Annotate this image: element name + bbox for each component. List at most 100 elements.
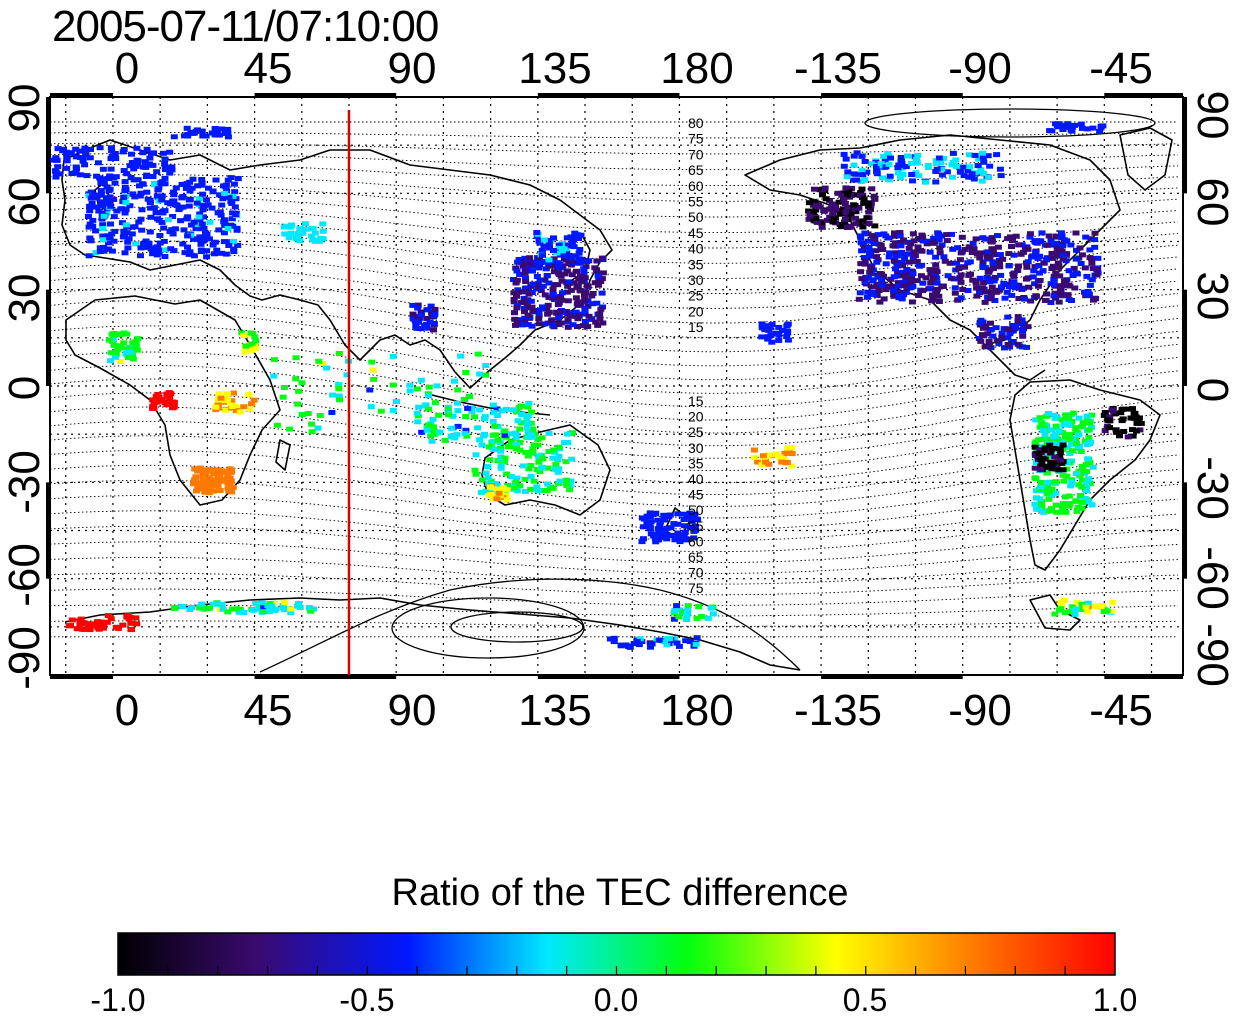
- tec-cell: [231, 189, 239, 195]
- tec-cell: [955, 266, 963, 272]
- tec-cell: [230, 249, 238, 255]
- tec-cell: [97, 188, 105, 194]
- contour-line: [49, 541, 1179, 574]
- tec-cell: [764, 336, 772, 342]
- tec-cell: [899, 172, 907, 177]
- south-contour-mid: [391, 597, 585, 659]
- tec-cell: [691, 511, 699, 517]
- tec-cell: [857, 269, 864, 275]
- tec-cell: [576, 260, 584, 266]
- tec-cell: [580, 266, 588, 272]
- tec-cell: [1035, 451, 1043, 457]
- tec-cell: [914, 152, 922, 158]
- tec-cell: [981, 299, 989, 305]
- tec-cell: [980, 333, 988, 339]
- tec-cell: [1085, 476, 1092, 482]
- tec-cell: [556, 478, 564, 484]
- tec-cell: [1047, 242, 1055, 248]
- tec-cell: [572, 295, 580, 301]
- tec-cell: [870, 234, 878, 240]
- tec-cell: [1091, 230, 1099, 236]
- tec-cell: [475, 407, 483, 413]
- tec-cell: [977, 338, 985, 344]
- tec-cell: [857, 190, 865, 195]
- tec-cell: [494, 437, 502, 443]
- tec-cell: [221, 217, 229, 223]
- tec-cell: [110, 197, 118, 202]
- tec-cell: [1137, 420, 1145, 426]
- contour-line: [49, 620, 1179, 627]
- tec-cell: [885, 177, 893, 183]
- tec-cell: [206, 236, 213, 242]
- tec-cell: [414, 419, 422, 425]
- tec-cell: [1053, 234, 1061, 240]
- tec-cell: [859, 224, 867, 230]
- tec-cell: [513, 268, 521, 274]
- tec-cell: [525, 435, 532, 441]
- tec-cell: [108, 248, 116, 254]
- tec-cell: [885, 254, 893, 260]
- tec-cell: [513, 305, 521, 311]
- tec-cell: [421, 403, 429, 409]
- tec-cell: [903, 267, 911, 272]
- tec-cell: [1047, 237, 1055, 243]
- ruler-bar: [1104, 675, 1183, 679]
- tec-cell: [1056, 449, 1064, 455]
- tec-cell: [541, 277, 549, 283]
- tec-cell: [933, 290, 941, 296]
- tec-cell: [490, 447, 498, 452]
- tec-cell: [557, 309, 564, 314]
- tec-cell: [1086, 459, 1094, 465]
- tec-cell: [758, 334, 766, 340]
- bottom-lon-tick: 135: [518, 686, 592, 735]
- tec-cell: [415, 404, 423, 410]
- tec-cell: [1067, 483, 1075, 489]
- tec-cell: [545, 237, 553, 243]
- tec-cell: [161, 208, 169, 214]
- tec-cell: [569, 322, 577, 328]
- tec-cell: [513, 293, 520, 299]
- tec-cell: [880, 273, 887, 279]
- tec-cell: [1043, 291, 1050, 297]
- tec-cell: [172, 202, 179, 208]
- tec-cell: [329, 392, 337, 398]
- tec-cell: [974, 163, 982, 169]
- tec-cell: [279, 605, 287, 611]
- tec-cell: [879, 247, 887, 252]
- tec-cell: [129, 191, 137, 197]
- tec-cell: [110, 214, 118, 220]
- tec-cell: [581, 319, 589, 324]
- tec-cell: [427, 433, 435, 439]
- tec-cell: [809, 198, 817, 204]
- tec-cell: [905, 271, 913, 277]
- tec-cell: [468, 409, 476, 415]
- tec-cell: [581, 306, 589, 312]
- tec-cell: [976, 275, 984, 281]
- tec-cell: [894, 270, 902, 276]
- colorbar-title: Ratio of the TEC difference: [391, 872, 849, 914]
- tec-cell: [1131, 410, 1139, 416]
- tec-cell: [213, 601, 221, 607]
- tec-cell: [998, 330, 1006, 336]
- tec-cell: [633, 639, 641, 644]
- tec-cell: [1004, 314, 1012, 320]
- tec-cell: [201, 468, 208, 474]
- tec-cell: [1037, 467, 1045, 473]
- tec-cell: [484, 475, 492, 481]
- tec-cell: [903, 286, 911, 292]
- tec-cell: [427, 303, 435, 309]
- tec-cell: [907, 279, 915, 285]
- tec-cell: [406, 388, 414, 394]
- tec-cell: [1061, 124, 1069, 130]
- contour-lines: [49, 121, 1179, 638]
- tec-cell: [191, 236, 199, 242]
- tec-cell: [1050, 273, 1058, 279]
- tec-cell: [311, 230, 319, 236]
- tec-cell: [196, 217, 204, 223]
- tec-cell: [812, 207, 820, 213]
- tec-cell: [134, 336, 142, 342]
- tec-cell: [122, 186, 130, 192]
- tec-cell: [1096, 129, 1104, 134]
- tec-cell: [199, 207, 207, 213]
- left-lat-tick: 0: [0, 375, 49, 401]
